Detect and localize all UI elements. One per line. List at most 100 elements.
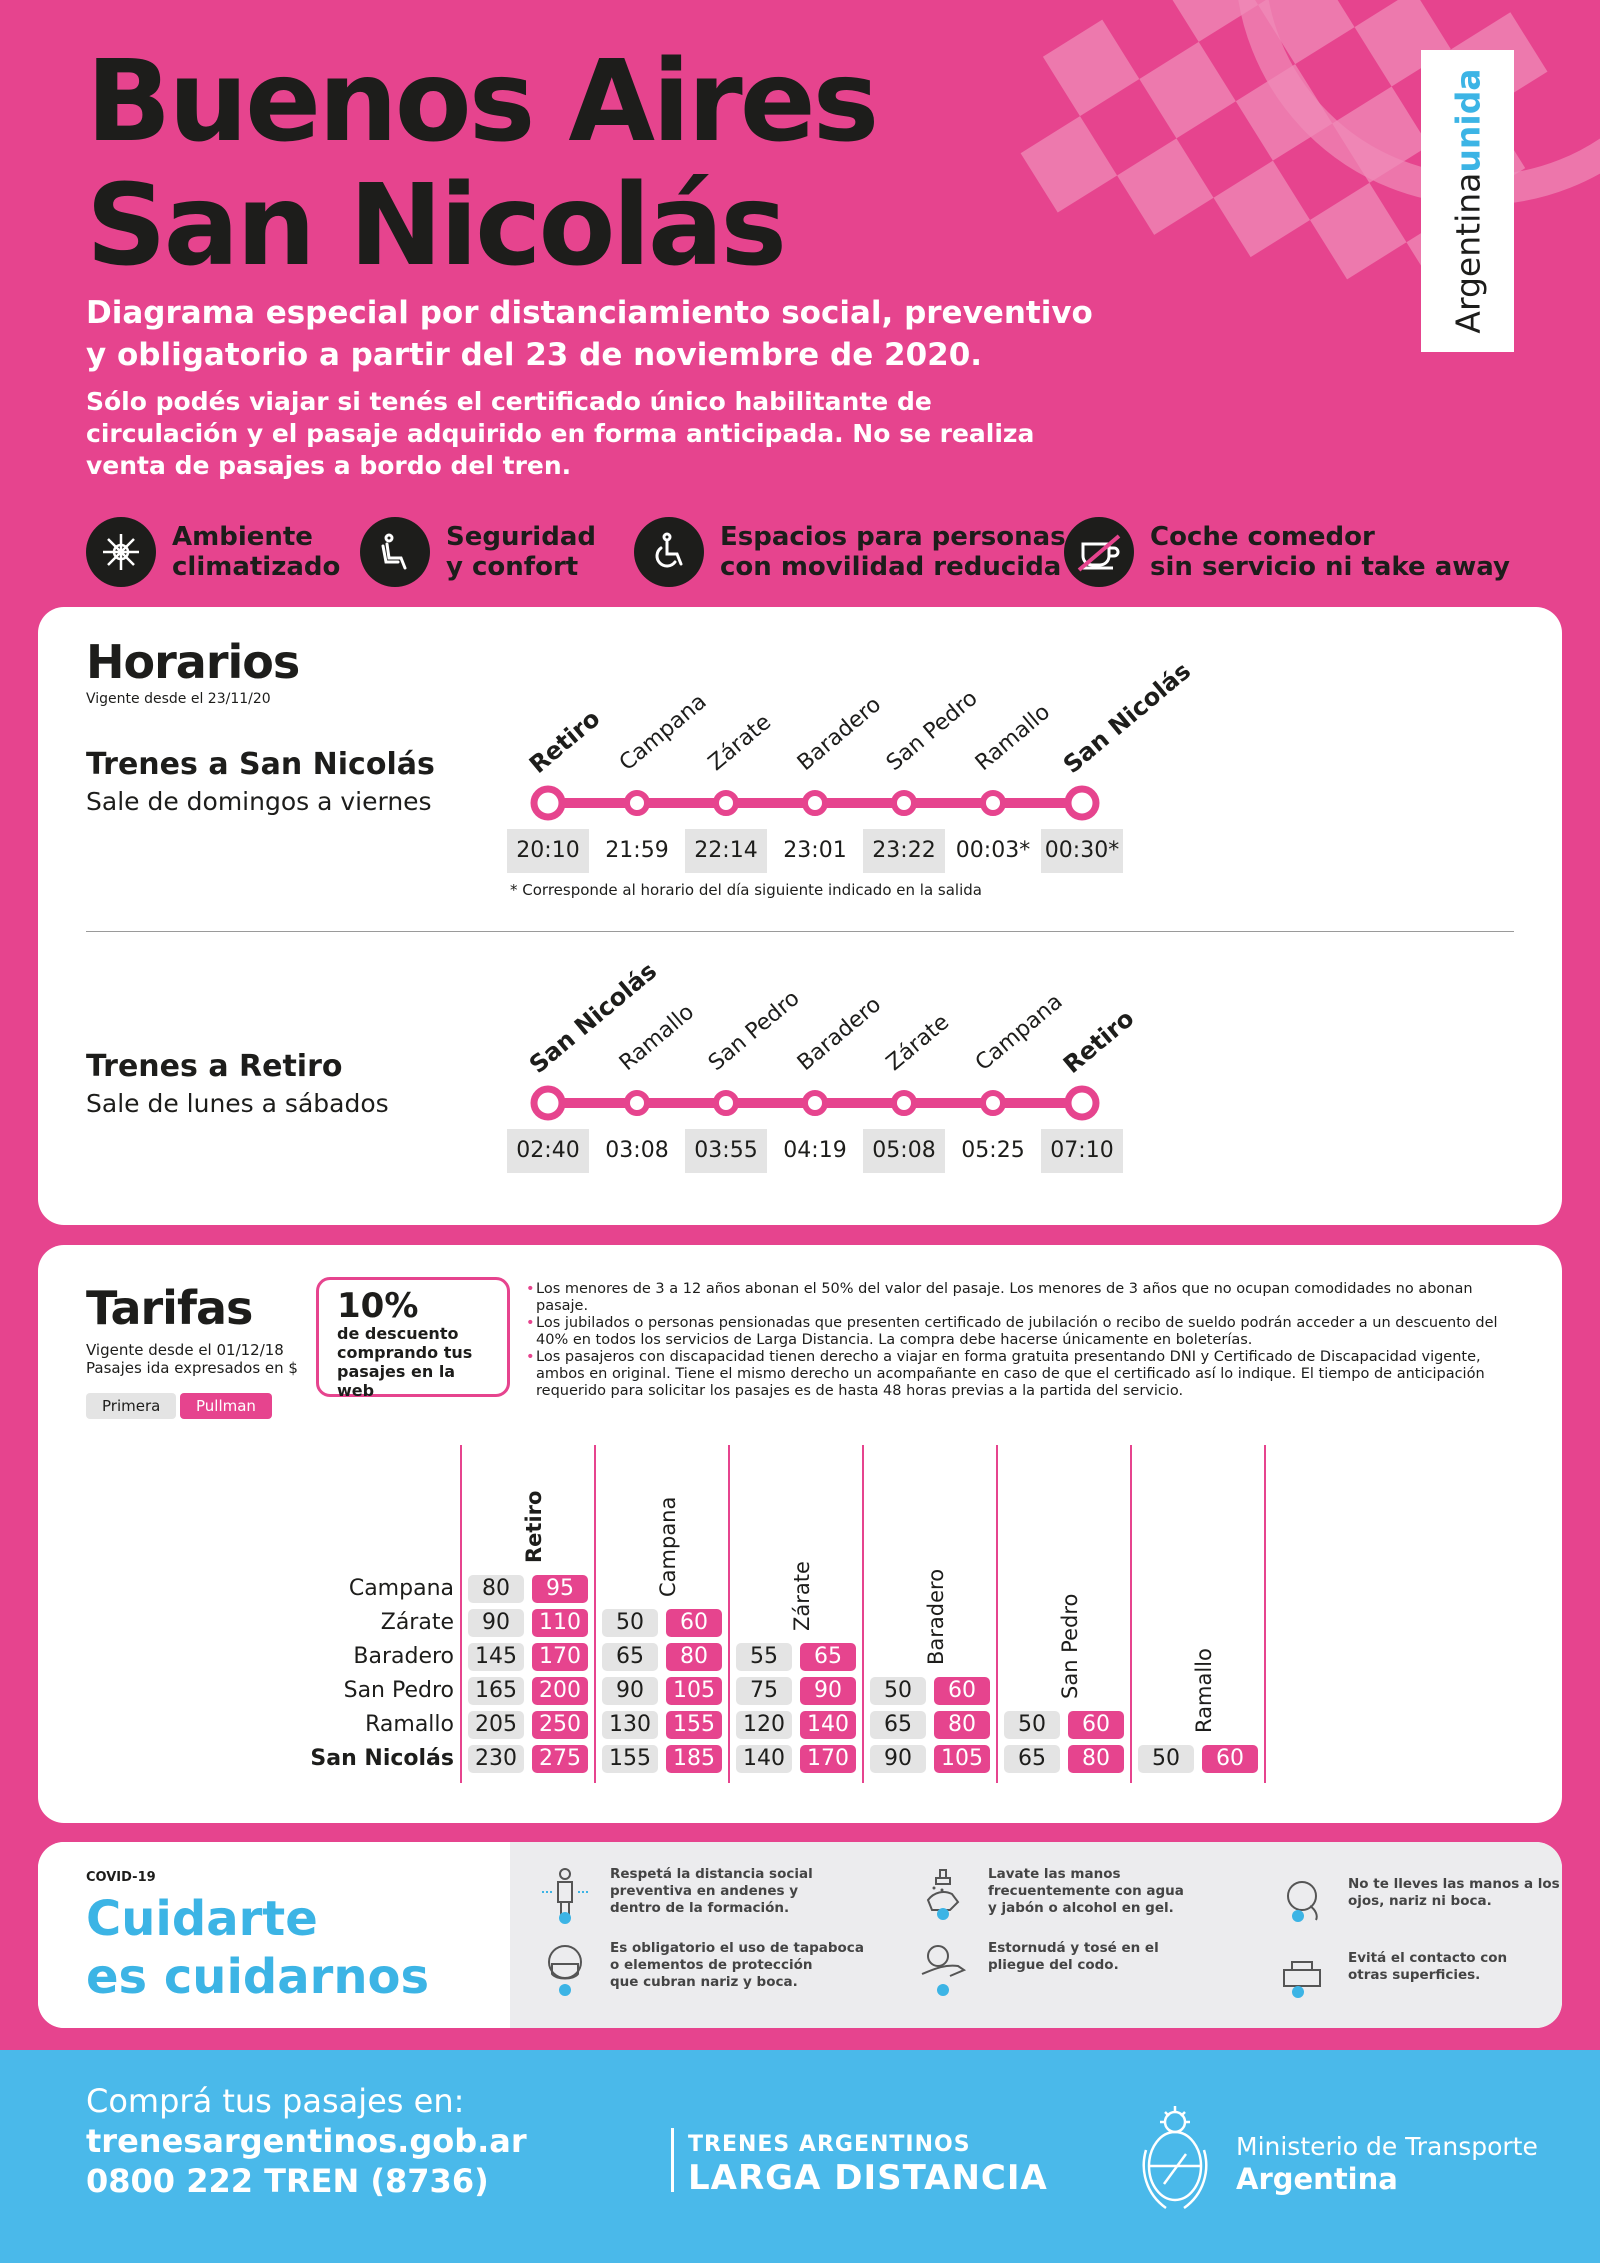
fare-column-divider	[728, 1445, 730, 1783]
departure-time: 05:08	[863, 1129, 945, 1173]
tip-text: Evitá el contacto con otras superficies.	[1348, 1950, 1508, 1983]
intro-text: Sólo podés viajar si tenés el certificad…	[86, 387, 1035, 480]
logo-separator	[671, 2128, 674, 2192]
fare-pullman: 170	[800, 1745, 856, 1773]
fare-column-header: Baradero	[924, 1568, 948, 1665]
fare-row-label: Campana	[348, 1576, 454, 1601]
fare-primera: 140	[736, 1745, 792, 1773]
tip-distance: Respetá la distancia social preventiva e…	[540, 1866, 813, 1926]
fare-row-label: Baradero	[353, 1644, 454, 1669]
legend-pullman: Pullman	[180, 1393, 272, 1419]
tip-elbow: Estornudá y tosé en el pliegue del codo.	[918, 1940, 1159, 2000]
station-dot	[1064, 785, 1100, 821]
fare-column-header: Retiro	[522, 1490, 546, 1563]
mask-icon	[548, 1945, 582, 1996]
route-line-svg	[530, 785, 1100, 821]
title-line-destination: San Nicolás	[86, 161, 787, 291]
feature-label: Ambiente climatizado	[172, 522, 341, 582]
feature-seat: Seguridad y confort	[360, 516, 596, 588]
fares-valid: Vigente desde el 01/12/18 Pasajes ida ex…	[86, 1341, 298, 1377]
station-dot	[624, 1090, 650, 1116]
fare-pullman: 60	[666, 1609, 722, 1637]
station-dot	[530, 785, 566, 821]
phone-number[interactable]: 0800 222 TREN (8736)	[86, 2162, 489, 2200]
fare-row-label: Zárate	[380, 1610, 454, 1635]
fare-primera: 90	[468, 1609, 524, 1637]
fare-column-header: Zárate	[790, 1561, 814, 1631]
fare-pullman: 105	[934, 1745, 990, 1773]
fare-pullman: 60	[934, 1677, 990, 1705]
fare-column-divider	[1264, 1445, 1266, 1783]
feature-label: Espacios para personas con movilidad red…	[720, 522, 1066, 582]
station-dot	[891, 1090, 917, 1116]
tip-text: No te lleves las manos a los ojos, nariz…	[1348, 1876, 1560, 1909]
station-dot	[891, 790, 917, 816]
fare-primera: 205	[468, 1711, 524, 1739]
feature-dining: Coche comedor sin servicio ni take away	[1064, 516, 1510, 588]
route-days-san-nicolas: Sale de domingos a viernes	[86, 787, 432, 816]
tip-hand-wash: Lavate las manos frecuentemente con agua…	[918, 1866, 1184, 1926]
fare-pullman: 170	[532, 1643, 588, 1671]
fare-pullman: 60	[1068, 1711, 1124, 1739]
fares-title: Tarifas	[86, 1281, 253, 1335]
fare-note: Los jubilados o personas pensionadas que…	[526, 1315, 1526, 1349]
fare-pullman: 105	[666, 1677, 722, 1705]
discount-percent: 10%	[337, 1286, 419, 1326]
trenes-argentinos-logo-line1: TRENES ARGENTINOS	[688, 2132, 971, 2157]
departure-time: 07:10	[1041, 1129, 1123, 1173]
national-seal-icon	[1142, 2106, 1208, 2210]
fare-primera: 50	[1004, 1711, 1060, 1739]
argentina-unida-logo: Argentinaunida	[1421, 50, 1514, 352]
fare-column-divider	[862, 1445, 864, 1783]
fare-primera: 165	[468, 1677, 524, 1705]
page-subtitle: Diagrama especial por distanciamiento so…	[86, 295, 1093, 373]
covid-panel: COVID-19 Cuidarte es cuidarnos Respetá l…	[38, 1842, 1562, 2028]
route-name-retiro: Trenes a Retiro	[86, 1049, 343, 1084]
station-dot	[624, 790, 650, 816]
legend-primera: Primera	[86, 1393, 177, 1419]
fare-column-header: Ramallo	[1192, 1648, 1216, 1733]
fare-pullman: 80	[666, 1643, 722, 1671]
brand-unida: unida	[1448, 68, 1487, 173]
fare-notes: Los menores de 3 a 12 años abonan el 50%…	[526, 1281, 1526, 1400]
station-dot	[530, 1085, 566, 1121]
fare-primera: 50	[602, 1609, 658, 1637]
fares-currency-note: Pasajes ida expresados en $	[86, 1359, 298, 1377]
covid-title: Cuidarte es cuidarnos	[86, 1891, 430, 2005]
feature-accessibility: Espacios para personas con movilidad red…	[634, 516, 1066, 588]
fare-pullman: 250	[532, 1711, 588, 1739]
departure-time: 23:22	[863, 829, 945, 873]
departure-time: 00:30*	[1041, 829, 1123, 873]
fare-pullman: 155	[666, 1711, 722, 1739]
schedule-panel: Horarios Vigente desde el 23/11/20 Trene…	[38, 607, 1562, 1225]
features-bar: Ambiente climatizado Seguridad y confort…	[86, 516, 1536, 588]
fare-pullman: 95	[532, 1575, 588, 1603]
covid-tips: Respetá la distancia social preventiva e…	[510, 1842, 1562, 2028]
fare-pullman: 185	[666, 1745, 722, 1773]
fare-pullman: 80	[934, 1711, 990, 1739]
fare-column-divider	[996, 1445, 998, 1783]
tip-no-touch-face: No te lleves las manos a los ojos, nariz…	[1278, 1876, 1560, 1936]
tip-no-surfaces: Evitá el contacto con otras superficies.	[1278, 1950, 1507, 2010]
fare-primera: 50	[1138, 1745, 1194, 1773]
fare-primera: 50	[870, 1677, 926, 1705]
fare-pullman: 275	[532, 1745, 588, 1773]
fare-primera: 145	[468, 1643, 524, 1671]
fare-pullman: 60	[1202, 1745, 1258, 1773]
fare-column-divider	[594, 1445, 596, 1783]
fare-primera: 65	[870, 1711, 926, 1739]
no-touch-face-icon	[1287, 1881, 1318, 1922]
elbow-sneeze-icon	[921, 1945, 967, 1996]
trenes-argentinos-logo-line2: LARGA DISTANCIA	[688, 2158, 1048, 2198]
fare-primera: 65	[1004, 1745, 1060, 1773]
station-dot	[802, 790, 828, 816]
departure-time: 23:01	[783, 838, 847, 863]
fare-primera: 80	[468, 1575, 524, 1603]
station-dot	[713, 1090, 739, 1116]
station-dot	[802, 1090, 828, 1116]
fare-primera: 75	[736, 1677, 792, 1705]
fare-primera: 55	[736, 1643, 792, 1671]
feature-label: Coche comedor sin servicio ni take away	[1150, 522, 1510, 582]
brand-argentina: Argentina	[1448, 172, 1487, 334]
website-link[interactable]: trenesargentinos.gob.ar	[86, 2122, 527, 2160]
